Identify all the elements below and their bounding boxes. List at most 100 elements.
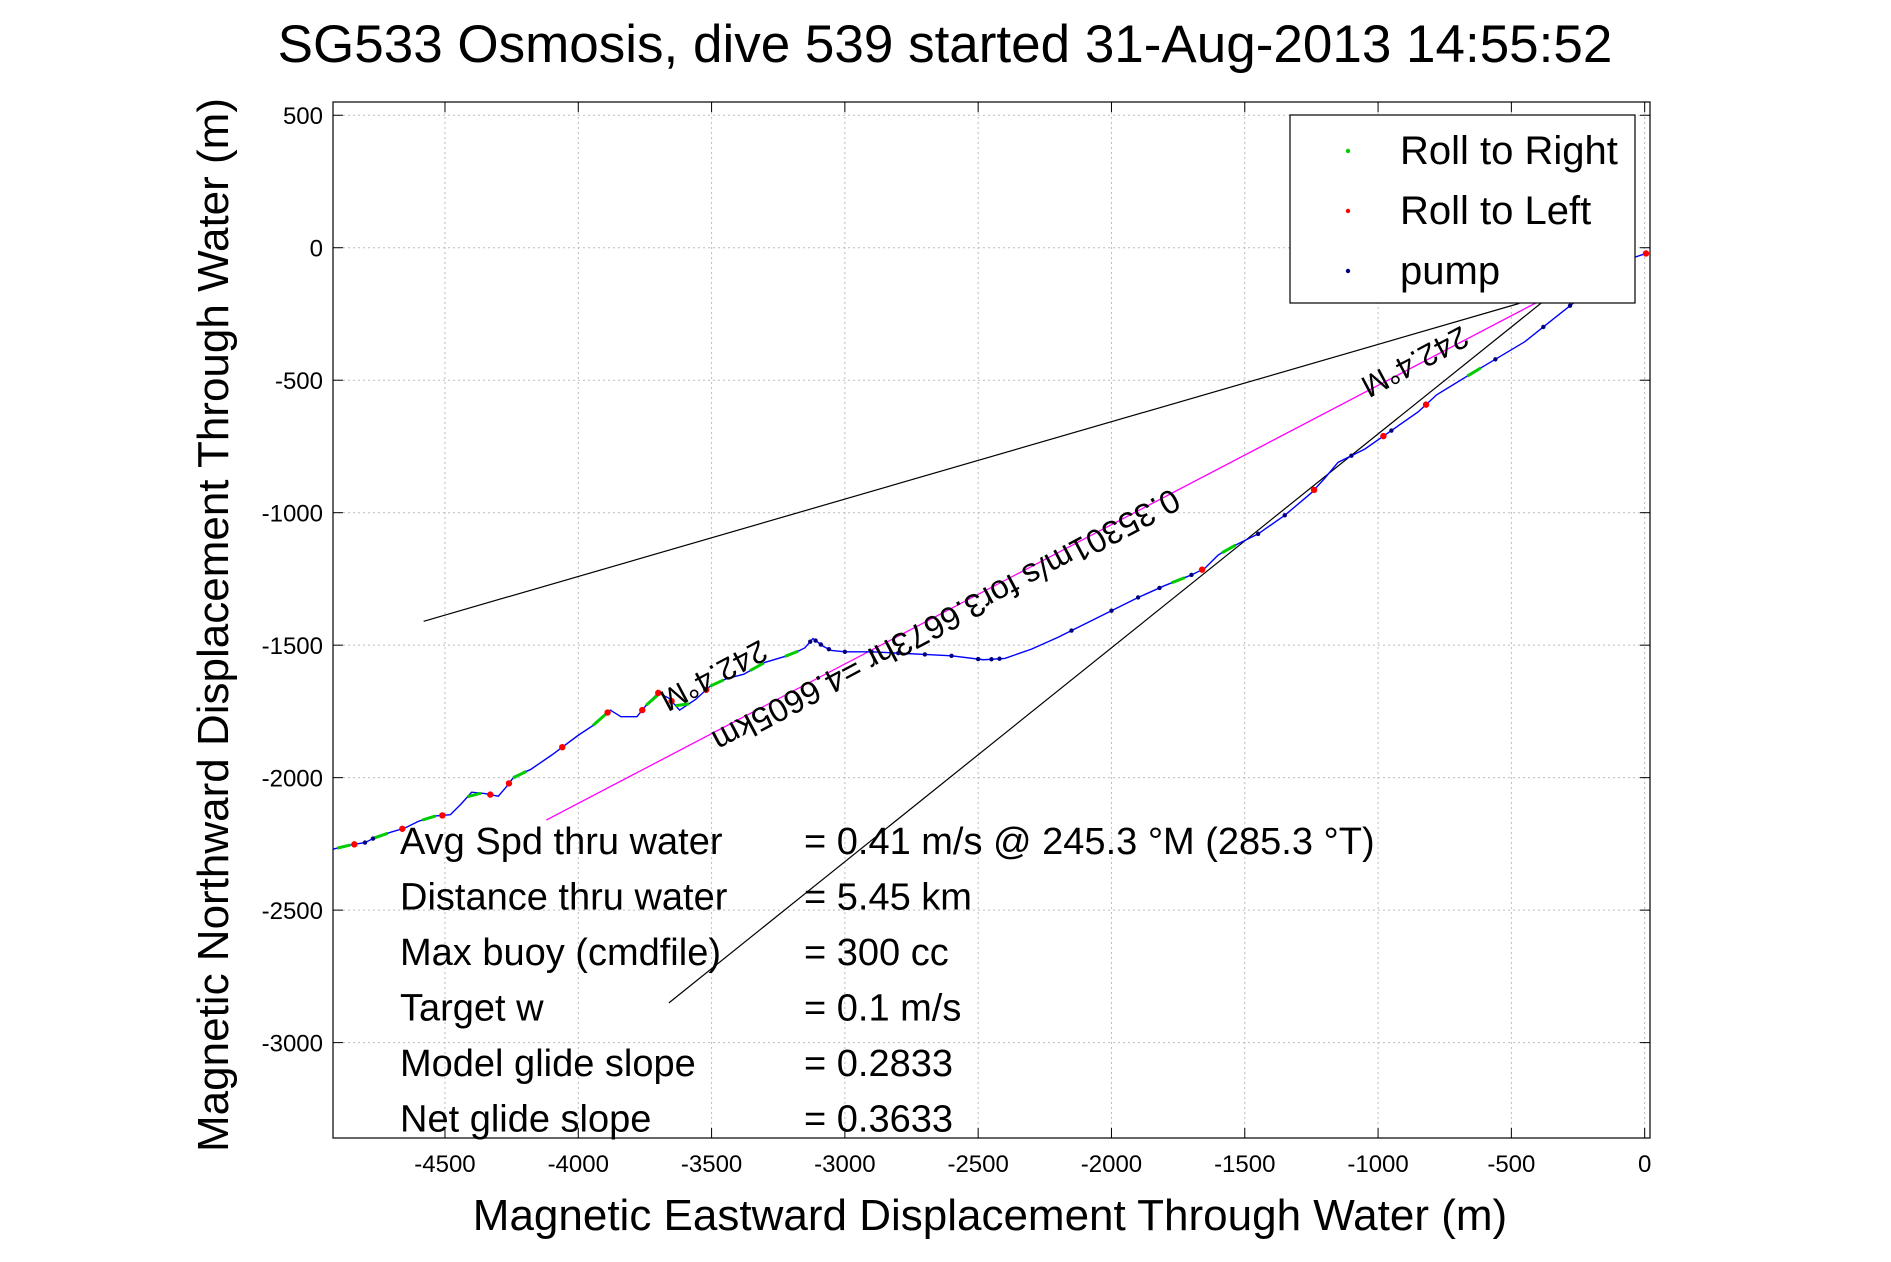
x-tick-label: 0 [1638, 1151, 1651, 1178]
roll-left-point [351, 841, 358, 848]
pump-point [1255, 531, 1261, 537]
pump-point [818, 642, 824, 647]
legend-label: Roll to Right [1400, 129, 1618, 173]
pump-point [826, 646, 832, 652]
x-tick-label: -4500 [414, 1151, 475, 1178]
current-line [545, 252, 1632, 821]
pump-point [362, 840, 368, 845]
roll-left-point [703, 686, 710, 693]
roll-right-mark [467, 791, 482, 799]
y-tick-label: 0 [310, 236, 323, 263]
x-tick-label: -3500 [681, 1151, 742, 1178]
pump-point [895, 650, 901, 656]
cone-upper-line [423, 302, 1520, 622]
x-tick-label: -2500 [947, 1151, 1008, 1178]
y-tick-label: -500 [275, 368, 323, 395]
pump-point [1109, 608, 1114, 613]
pump-point [869, 649, 874, 654]
series-layer [332, 250, 1650, 1004]
chart-title: SG533 Osmosis, dive 539 started 31-Aug-2… [278, 15, 1613, 74]
roll-right-mark [421, 814, 437, 822]
roll-right-mark [709, 678, 725, 688]
legend-marker [1345, 148, 1351, 154]
legend: Roll to Right Roll to Left pump [1289, 114, 1636, 304]
stat-value: = 300 cc [804, 932, 949, 974]
roll-left-point [439, 812, 446, 819]
pump-point [1349, 453, 1354, 458]
roll-left-point [604, 709, 611, 716]
roll-left-point [1380, 432, 1387, 440]
y-tick-label: 500 [283, 103, 323, 130]
pump-point [922, 652, 928, 657]
stat-value: = 0.1 m/s [804, 988, 961, 1030]
pump-point [1282, 513, 1287, 518]
y-tick-label: -3000 [262, 1031, 323, 1058]
stat-value: = 5.45 km [804, 877, 972, 919]
stat-label: Model glide slope [400, 1043, 696, 1085]
pump-point [1157, 585, 1162, 591]
x-axis-label: Magnetic Eastward Displacement Through W… [473, 1191, 1507, 1240]
stat-label: Max buoy (cmdfile) [400, 932, 721, 974]
roll-right-mark [675, 702, 690, 708]
pump-point [989, 657, 994, 662]
pump-point [1069, 628, 1074, 633]
x-tick-label: -1000 [1347, 1151, 1408, 1178]
pump-point [842, 649, 848, 654]
x-tick-label: -1500 [1214, 1151, 1275, 1178]
cone-lower-line [668, 292, 1555, 1004]
stat-label: Distance thru water [400, 877, 728, 919]
pump-point [1189, 572, 1194, 578]
x-tick-label: -2000 [1081, 1151, 1142, 1178]
pump-point [949, 653, 954, 658]
roll-left-point [559, 743, 566, 751]
legend-label: Roll to Left [1400, 189, 1591, 233]
pump-point [370, 836, 376, 841]
roll-left-point [1422, 401, 1430, 408]
roll-left-point [487, 791, 494, 798]
roll-right-mark [373, 831, 389, 840]
pump-point [813, 638, 818, 643]
roll-left-point [639, 706, 646, 714]
x-tick-label: -3000 [814, 1151, 875, 1178]
stat-value: = 0.2833 [804, 1043, 953, 1085]
roll-left-point [1198, 566, 1206, 573]
roll-right-mark [512, 770, 527, 780]
roll-left-point [668, 697, 675, 705]
stat-label: Avg Spd thru water [400, 821, 723, 863]
pump-point [997, 656, 1002, 661]
plot-frame [332, 101, 1651, 1139]
y-tick-label: -1000 [262, 501, 323, 528]
roll-right-mark [1221, 543, 1237, 555]
stat-value: = 0.3633 [804, 1099, 953, 1141]
roll-right-mark [336, 843, 351, 850]
x-tick-label: -4000 [548, 1151, 609, 1178]
roll-left-point [1642, 250, 1650, 257]
stat-value: = 0.41 m/s @ 245.3 °M (285.3 °T) [804, 821, 1375, 863]
y-tick-label: -1500 [262, 633, 323, 660]
pump-point [1135, 595, 1141, 600]
roll-right-mark [749, 661, 765, 672]
legend-marker [1345, 208, 1351, 214]
axis-ticks: -4500 -4000 -3500 -3000 -2500 -2000 -1500 -1000… [262, 102, 1651, 1178]
pump-point [1493, 357, 1498, 362]
roll-right-mark [1466, 366, 1482, 378]
legend-label: pump [1400, 249, 1500, 293]
stats-box: Avg Spd thru water = 0.41 m/s @ 245.3 °M … [400, 821, 1375, 1141]
pump-point [1567, 303, 1573, 308]
roll-right-mark [591, 712, 608, 727]
roll-left-point [1310, 486, 1318, 494]
y-axis-label: Magnetic Northward Displacement Through … [189, 98, 238, 1152]
y-tick-label: -2500 [262, 898, 323, 925]
stat-label: Target w [400, 988, 544, 1030]
y-tick-label: -2000 [262, 766, 323, 793]
plot-area: 0.35301m/s for3.6673hr =4.6605km242.4°M2… [262, 101, 1651, 1178]
pump-point [1389, 428, 1394, 433]
legend-marker [1345, 268, 1351, 274]
roll-left-point [655, 689, 662, 697]
pump-point [975, 656, 981, 662]
roll-right-mark [1170, 576, 1186, 585]
pump-point [808, 639, 813, 644]
pump-point [1541, 324, 1546, 330]
roll-left-point [505, 780, 513, 787]
